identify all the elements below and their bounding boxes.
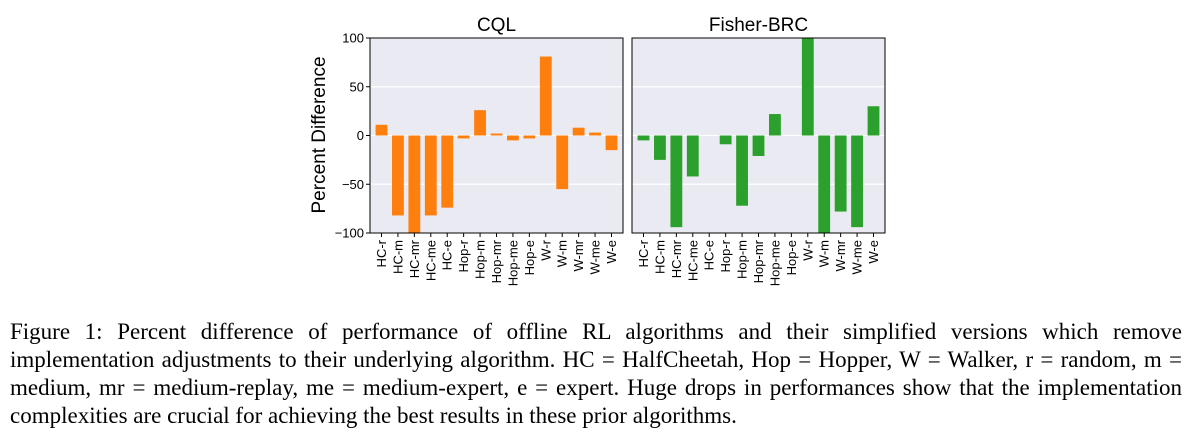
fisher-brc-x-tick-label: W-e — [866, 240, 881, 264]
fisher-brc-x-tick-label: HC-e — [702, 240, 717, 270]
cql-x-tick-label: Hop-r — [456, 239, 471, 272]
cql-bar-hc-me — [424, 135, 437, 216]
cql-x-ticks: HC-r HC-m HC-mr HC-me HC-e Hop-r Hop-m Hop-mr Ho… — [374, 233, 619, 286]
cql-bar-hc-r — [375, 124, 388, 136]
cql-panel: CQL 100 50 0 −50 −100 HC-r HC-m HC-mr HC-me HC-e… — [335, 15, 624, 286]
fisher-brc-x-tick-label: Hop-m — [735, 240, 750, 279]
cql-y-tick-label: −100 — [335, 226, 364, 241]
cql-x-tick-label: HC-r — [374, 239, 389, 267]
fisher-brc-title: Fisher-BRC — [709, 15, 808, 36]
fisher-brc-bar-hop-m — [736, 135, 748, 206]
fisher-brc-x-tick-label: Hop-me — [767, 240, 782, 286]
cql-bar-hop-r — [457, 135, 470, 139]
cql-x-tick-label: W-mr — [571, 239, 586, 271]
fisher-brc-bar-hc-r — [637, 135, 650, 141]
cql-y-tick-label: 50 — [350, 79, 364, 94]
cql-bar-w-m — [556, 135, 569, 190]
cql-x-tick-label: Hop-me — [505, 240, 520, 286]
cql-x-tick-label: W-me — [588, 240, 603, 274]
cql-bar-hop-mr — [490, 133, 503, 136]
fisher-brc-x-tick-label: Hop-e — [784, 240, 799, 275]
cql-bar-hop-m — [474, 110, 486, 136]
fisher-brc-x-tick-label: W-mr — [833, 239, 848, 271]
fisher-brc-bar-w-m — [818, 135, 831, 233]
fisher-brc-bar-hop-r — [719, 135, 732, 145]
cql-x-tick-label: W-m — [555, 240, 570, 267]
cql-y-tick-label: 100 — [342, 31, 364, 46]
cql-bar-hc-m — [392, 135, 404, 216]
cql-y-tick-label: 0 — [357, 128, 364, 143]
fisher-brc-bar-w-mr — [834, 135, 847, 212]
fisher-brc-x-tick-label: W-m — [817, 240, 832, 267]
fisher-brc-x-ticks: HC-r HC-m HC-mr HC-me HC-e Hop-r Hop-m Hop-mr Ho… — [636, 233, 881, 286]
cql-x-tick-label: W-e — [604, 240, 619, 264]
fisher-brc-x-tick-label: W-r — [800, 239, 815, 260]
fisher-brc-x-tick-label: Hop-mr — [751, 239, 766, 283]
cql-x-tick-label: HC-mr — [407, 239, 422, 278]
cql-bars — [375, 56, 618, 233]
cql-bar-w-mr — [572, 127, 585, 136]
cql-x-tick-label: W-r — [538, 239, 553, 260]
figure: Percent Difference CQL 100 50 0 −50 −100 HC-… — [309, 15, 886, 286]
fisher-brc-bar-hc-mr — [670, 135, 683, 228]
cql-x-tick-label: Hop-e — [522, 240, 537, 275]
cql-y-tick-label: −50 — [342, 177, 364, 192]
fisher-brc-x-tick-label: Hop-r — [718, 239, 733, 272]
fisher-brc-x-tick-label: HC-mr — [669, 239, 684, 278]
cql-bar-hc-mr — [408, 135, 421, 233]
cql-bar-w-e — [605, 135, 618, 151]
fisher-brc-x-tick-label: HC-r — [636, 239, 651, 267]
fisher-brc-bar-hc-m — [654, 135, 666, 160]
cql-x-tick-label: HC-e — [440, 240, 455, 270]
fisher-brc-x-tick-label: HC-me — [685, 240, 700, 281]
cql-bar-hop-me — [507, 135, 519, 141]
cql-x-tick-label: HC-me — [423, 240, 438, 281]
fisher-brc-panel: Fisher-BRC HC-r HC-m HC-mr HC-me HC-e Hop-r Ho… — [631, 15, 886, 286]
cql-x-tick-label: Hop-mr — [489, 239, 504, 283]
cql-bar-w-r — [539, 56, 552, 136]
fisher-brc-x-tick-label: W-me — [850, 240, 865, 274]
fisher-brc-bar-hop-mr — [752, 135, 765, 156]
cql-x-tick-label: Hop-m — [473, 240, 488, 279]
cql-y-ticks: 100 50 0 −50 −100 — [335, 31, 370, 241]
y-axis-label: Percent Difference — [309, 56, 330, 213]
cql-x-tick-label: HC-m — [390, 240, 405, 274]
cql-bar-w-me — [589, 132, 601, 136]
figure-caption: Figure 1: Percent difference of performa… — [10, 319, 1182, 428]
fisher-brc-bar-w-me — [851, 135, 863, 228]
fisher-brc-bar-hc-me — [686, 135, 699, 177]
fisher-brc-bar-w-e — [867, 106, 880, 136]
cql-bar-hop-e — [523, 135, 536, 139]
fisher-brc-x-tick-label: HC-m — [652, 240, 667, 274]
fisher-brc-bars — [637, 38, 880, 233]
cql-title: CQL — [477, 15, 516, 36]
fisher-brc-bar-w-r — [801, 38, 814, 136]
fisher-brc-bar-hop-me — [769, 114, 781, 136]
cql-bar-hc-e — [441, 135, 454, 208]
